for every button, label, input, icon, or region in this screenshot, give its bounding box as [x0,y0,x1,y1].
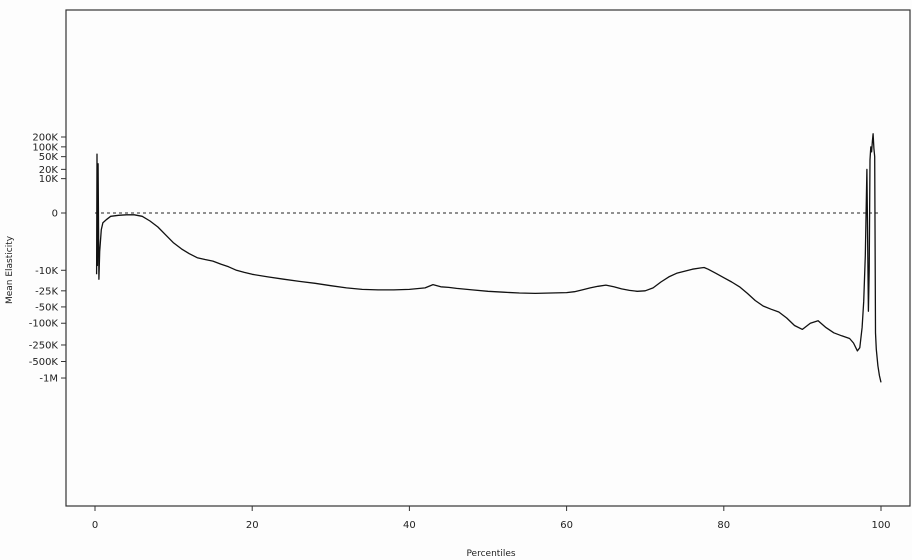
x-axis-title: Percentiles [466,549,515,559]
y-tick-label: -100K [29,319,59,330]
y-tick-label: -10K [35,266,58,277]
y-tick-label: -50K [35,302,58,313]
plot-frame [65,9,911,507]
series-line [95,133,882,383]
x-tick-label: 20 [246,520,259,531]
y-tick-label: -250K [29,340,59,351]
y-tick-label: 100K [32,142,58,153]
y-tick-label: 0 [52,209,58,220]
y-tick-label: 200K [32,132,58,143]
y-axis-title: Mean Elasticity [5,235,15,304]
x-tick-label: 0 [92,520,98,531]
y-tick-label: 10K [39,174,59,185]
x-tick-label: 40 [403,520,416,531]
x-tick-label: 60 [560,520,573,531]
y-tick-label: 20K [39,165,59,176]
y-tick-label: -1M [39,374,58,385]
y-tick-label: -500K [29,357,59,368]
y-tick-label: -25K [35,286,58,297]
x-axis-ticks: 0 20 40 60 80 100 [92,506,891,531]
x-tick-label: 100 [871,520,890,531]
y-tick-label: 50K [39,152,59,163]
x-tick-label: 80 [717,520,730,531]
